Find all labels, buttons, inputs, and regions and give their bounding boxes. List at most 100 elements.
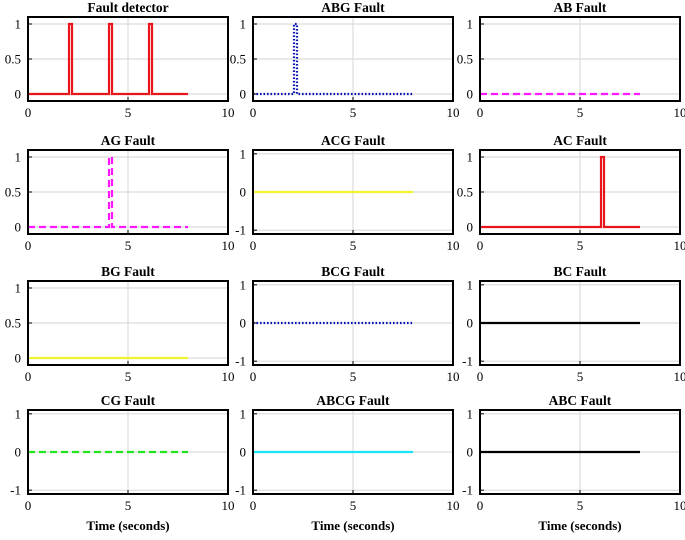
series-line-abg — [253, 22, 413, 96]
y-tick-label: 0 — [467, 445, 474, 460]
axes-frame — [27, 409, 229, 495]
x-tick-label: 5 — [350, 238, 357, 253]
y-tick-label: 1 — [240, 146, 247, 161]
panel-abc-fault: ABC Fault 0 5 10 -1 0 1 Time (seconds) — [462, 393, 685, 533]
y-tick-label: 1 — [467, 277, 474, 292]
axes-frame — [27, 16, 229, 102]
y-tick-label: 0.5 — [5, 316, 21, 331]
x-tick-label: 0 — [25, 105, 32, 120]
x-axis-label: Time (seconds) — [311, 518, 394, 533]
x-tick-label: 0 — [250, 369, 257, 384]
y-tick-label: 1 — [15, 406, 22, 421]
panel-bg-fault: BG Fault 0 5 10 0 0.5 1 — [5, 264, 235, 384]
y-tick-label: 1 — [467, 150, 474, 165]
y-tick-label: 0.5 — [5, 52, 21, 67]
panel-ab-fault: AB Fault 0 5 10 0 0.5 1 — [457, 0, 685, 120]
panel-abg-fault: ABG Fault 0 5 10 0 0.5 1 — [230, 0, 460, 120]
axes-frame — [479, 409, 681, 495]
panel-ac-fault: AC Fault 0 5 10 0 0.5 1 — [457, 133, 685, 253]
y-tick-label: 0 — [467, 316, 474, 331]
y-tick-label: -1 — [235, 354, 246, 369]
y-tick-label: 0 — [240, 185, 247, 200]
y-tick-label: 1 — [240, 17, 247, 32]
y-tick-label: 1 — [467, 17, 474, 32]
y-tick-label: -1 — [235, 483, 246, 498]
y-tick-label: 1 — [15, 281, 22, 296]
y-tick-label: 1 — [240, 277, 247, 292]
x-tick-label: 10 — [447, 238, 460, 253]
x-tick-label: 10 — [222, 105, 235, 120]
x-tick-label: 0 — [250, 238, 257, 253]
chart-title: BC Fault — [554, 264, 607, 279]
x-tick-label: 0 — [477, 238, 484, 253]
y-tick-label: 0 — [467, 87, 474, 102]
panel-cg-fault: CG Fault 0 5 10 -1 0 1 Time (seconds) — [10, 393, 234, 533]
y-tick-label: -1 — [462, 483, 473, 498]
x-tick-label: 10 — [447, 498, 460, 513]
x-tick-label: 5 — [125, 498, 132, 513]
x-tick-label: 5 — [125, 369, 132, 384]
axes-frame — [252, 149, 454, 235]
x-tick-label: 5 — [577, 369, 584, 384]
chart-title: ACG Fault — [321, 133, 386, 148]
x-tick-label: 10 — [674, 369, 685, 384]
panel-acg-fault: ACG Fault 0 5 10 -1 0 1 — [235, 133, 459, 253]
y-tick-label: 0 — [240, 445, 247, 460]
x-axis-label: Time (seconds) — [86, 518, 169, 533]
x-tick-label: 5 — [350, 498, 357, 513]
x-tick-label: 0 — [25, 498, 32, 513]
panel-ag-fault: AG Fault 0 5 10 0 0.5 1 — [5, 133, 235, 253]
y-tick-label: 0 — [15, 87, 22, 102]
panel-bc-fault: BC Fault 0 5 10 -1 0 1 — [462, 264, 685, 384]
chart-title: ABC Fault — [549, 393, 612, 408]
x-tick-label: 5 — [577, 238, 584, 253]
x-tick-label: 0 — [477, 369, 484, 384]
chart-title: BCG Fault — [321, 264, 385, 279]
x-tick-label: 10 — [674, 105, 685, 120]
axes-frame — [27, 280, 229, 366]
y-tick-label: 0 — [240, 316, 247, 331]
x-tick-label: 10 — [674, 238, 685, 253]
x-tick-label: 0 — [250, 498, 257, 513]
axes-frame — [252, 16, 454, 102]
panel-fault-detector: Fault detector 0 5 10 0 0.5 1 — [5, 0, 235, 120]
x-tick-label: 10 — [222, 498, 235, 513]
y-tick-label: 0 — [15, 351, 22, 366]
chart-title: CG Fault — [101, 393, 156, 408]
x-tick-label: 5 — [350, 369, 357, 384]
x-tick-label: 10 — [222, 369, 235, 384]
chart-title: ABG Fault — [321, 0, 385, 15]
y-tick-label: -1 — [235, 223, 246, 238]
axes-frame — [27, 149, 229, 235]
x-tick-label: 10 — [674, 498, 685, 513]
axes-frame — [479, 280, 681, 366]
y-tick-label: 0 — [15, 445, 22, 460]
x-tick-label: 10 — [447, 105, 460, 120]
series-line-ac — [480, 155, 640, 229]
chart-title: Fault detector — [87, 0, 168, 15]
x-axis-label: Time (seconds) — [538, 518, 621, 533]
x-tick-label: 0 — [25, 238, 32, 253]
y-tick-label: 1 — [15, 150, 22, 165]
y-tick-label: 0.5 — [457, 185, 473, 200]
y-tick-label: 0 — [15, 220, 22, 235]
y-tick-label: 1 — [467, 406, 474, 421]
x-tick-label: 5 — [577, 105, 584, 120]
panel-abcg-fault: ABCG Fault 0 5 10 -1 0 1 Time (seconds) — [235, 393, 459, 533]
x-tick-label: 5 — [125, 105, 132, 120]
y-tick-label: -1 — [462, 354, 473, 369]
y-tick-label: 1 — [15, 17, 22, 32]
y-tick-label: 1 — [240, 406, 247, 421]
x-tick-label: 0 — [477, 105, 484, 120]
chart-title: BG Fault — [101, 264, 155, 279]
panel-bcg-fault: BCG Fault 0 5 10 -1 0 1 — [235, 264, 459, 384]
x-tick-label: 10 — [447, 369, 460, 384]
y-tick-label: 0 — [467, 220, 474, 235]
axes-frame — [252, 280, 454, 366]
chart-title: AG Fault — [101, 133, 156, 148]
y-tick-label: 0 — [240, 87, 247, 102]
x-tick-label: 0 — [25, 369, 32, 384]
series-line-fault-detector — [28, 22, 188, 96]
chart-title: AC Fault — [553, 133, 607, 148]
chart-title: AB Fault — [554, 0, 607, 15]
